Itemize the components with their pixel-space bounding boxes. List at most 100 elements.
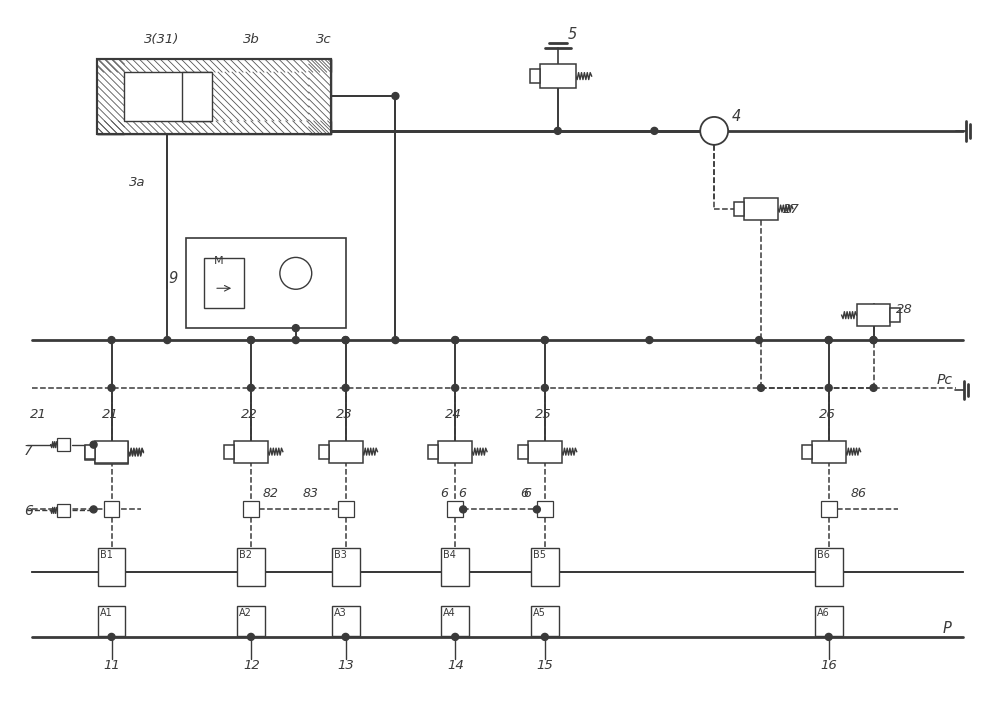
Circle shape bbox=[825, 633, 832, 640]
Text: 7: 7 bbox=[24, 443, 33, 458]
Circle shape bbox=[108, 384, 115, 391]
Text: 6: 6 bbox=[440, 488, 448, 501]
Text: 3b: 3b bbox=[243, 34, 260, 46]
Bar bbox=[85, 446, 95, 460]
Circle shape bbox=[342, 633, 349, 640]
Bar bbox=[332, 606, 360, 636]
Circle shape bbox=[247, 336, 254, 343]
Bar bbox=[97, 59, 331, 134]
Circle shape bbox=[452, 633, 459, 640]
Text: B6: B6 bbox=[817, 550, 830, 560]
Circle shape bbox=[756, 336, 762, 343]
Bar bbox=[95, 442, 128, 463]
Bar bbox=[338, 501, 354, 518]
Bar bbox=[319, 445, 329, 458]
Bar bbox=[124, 72, 211, 121]
Bar bbox=[518, 445, 528, 458]
Bar bbox=[332, 548, 360, 586]
Bar bbox=[237, 606, 265, 636]
Bar bbox=[531, 548, 559, 586]
Circle shape bbox=[460, 506, 467, 513]
Text: A5: A5 bbox=[533, 608, 546, 618]
Bar bbox=[441, 548, 469, 586]
Text: B1: B1 bbox=[100, 550, 112, 560]
Circle shape bbox=[700, 117, 728, 145]
Bar bbox=[97, 59, 331, 72]
Circle shape bbox=[342, 336, 349, 343]
Circle shape bbox=[392, 93, 399, 99]
Circle shape bbox=[247, 336, 254, 343]
Bar bbox=[540, 64, 576, 88]
Bar bbox=[309, 59, 331, 134]
Text: 6: 6 bbox=[523, 488, 531, 501]
Bar bbox=[211, 72, 309, 121]
Circle shape bbox=[825, 384, 832, 391]
Text: 22: 22 bbox=[241, 408, 258, 421]
Circle shape bbox=[247, 384, 254, 391]
Bar bbox=[85, 445, 95, 458]
Bar bbox=[441, 606, 469, 636]
Circle shape bbox=[90, 506, 97, 513]
Text: 5: 5 bbox=[568, 27, 577, 42]
Circle shape bbox=[541, 336, 548, 343]
Text: 27: 27 bbox=[783, 203, 800, 216]
Bar bbox=[98, 606, 125, 636]
Bar bbox=[744, 198, 778, 219]
Bar bbox=[802, 445, 812, 458]
Text: A6: A6 bbox=[817, 608, 830, 618]
Text: M: M bbox=[214, 256, 224, 266]
Text: 3a: 3a bbox=[129, 176, 146, 188]
Bar bbox=[95, 441, 128, 463]
Text: 26: 26 bbox=[819, 408, 836, 421]
Text: A2: A2 bbox=[239, 608, 252, 618]
Text: B5: B5 bbox=[533, 550, 546, 560]
Bar bbox=[97, 59, 331, 134]
Circle shape bbox=[292, 325, 299, 331]
Bar bbox=[234, 441, 268, 463]
Text: 82: 82 bbox=[263, 488, 279, 501]
Text: 14: 14 bbox=[447, 659, 464, 672]
Bar bbox=[812, 441, 846, 463]
Bar bbox=[890, 308, 900, 322]
Text: B3: B3 bbox=[334, 550, 347, 560]
Circle shape bbox=[452, 336, 459, 343]
Circle shape bbox=[541, 633, 548, 640]
Text: 4: 4 bbox=[732, 109, 741, 124]
Bar bbox=[537, 501, 553, 518]
Bar bbox=[98, 548, 125, 586]
Circle shape bbox=[342, 336, 349, 343]
Text: 16: 16 bbox=[821, 659, 837, 672]
Circle shape bbox=[108, 336, 115, 343]
Bar bbox=[857, 304, 890, 326]
Bar bbox=[104, 501, 119, 518]
Circle shape bbox=[646, 336, 653, 343]
Text: 21: 21 bbox=[102, 408, 118, 421]
Text: B4: B4 bbox=[443, 550, 456, 560]
Circle shape bbox=[757, 384, 764, 391]
Bar bbox=[329, 441, 363, 463]
Bar bbox=[182, 72, 212, 121]
Text: 12: 12 bbox=[243, 659, 260, 672]
Bar bbox=[815, 606, 843, 636]
Circle shape bbox=[342, 384, 349, 391]
Circle shape bbox=[292, 336, 299, 343]
Text: 6: 6 bbox=[24, 504, 33, 518]
Bar bbox=[531, 606, 559, 636]
Text: 21: 21 bbox=[30, 408, 47, 421]
Circle shape bbox=[541, 384, 548, 391]
Circle shape bbox=[164, 336, 171, 343]
Text: 83: 83 bbox=[303, 488, 319, 501]
Circle shape bbox=[392, 336, 399, 343]
Text: A3: A3 bbox=[334, 608, 346, 618]
Text: 11: 11 bbox=[104, 659, 120, 672]
Bar bbox=[237, 548, 265, 586]
Bar bbox=[734, 201, 744, 216]
Bar bbox=[204, 258, 244, 308]
Text: B2: B2 bbox=[239, 550, 252, 560]
Circle shape bbox=[90, 441, 97, 448]
Text: 24: 24 bbox=[445, 408, 462, 421]
Text: 13: 13 bbox=[338, 659, 354, 672]
Circle shape bbox=[870, 336, 877, 343]
Bar bbox=[815, 548, 843, 586]
Bar bbox=[428, 445, 438, 458]
